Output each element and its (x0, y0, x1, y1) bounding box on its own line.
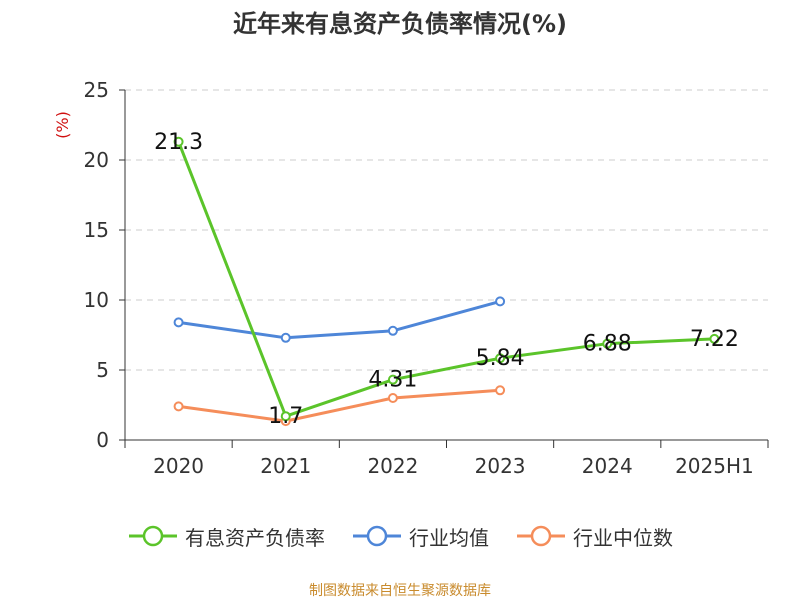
axes: 0 5 10 15 20 25 (%) 2020 2021 2022 2023 2024 2025H1 (53, 78, 769, 478)
data-point-s2-0 (173, 401, 184, 412)
y-tick-label-3: 15 (84, 218, 109, 242)
x-tick-label-0: 2020 (153, 454, 204, 478)
x-tick-label-1: 2021 (260, 454, 311, 478)
y-tick-label-1: 5 (96, 358, 109, 382)
x-tick-label-2: 2022 (367, 454, 418, 478)
data-label-s0-5: 7.22 (690, 327, 739, 352)
data-point-s1-2 (387, 325, 398, 336)
data-label-s0-2: 4.31 (368, 368, 417, 393)
series-line-2 (178, 388, 501, 423)
x-tick-label-3: 2023 (475, 454, 526, 478)
legend: 有息资产负债率 行业均值 行业中位数 (0, 518, 800, 554)
data-point-s0-2 (387, 374, 398, 385)
legend-item-1[interactable]: 行业均值 (351, 522, 489, 551)
data-point-s2-3 (495, 385, 506, 396)
legend-label-0: 有息资产负债率 (185, 525, 325, 550)
source-note: 制图数据来自恒生聚源数据库 (309, 583, 491, 599)
legend-swatch-2 (517, 525, 565, 547)
y-tick-label-5: 25 (84, 78, 109, 102)
data-point-s2-2 (387, 393, 398, 403)
legend-swatch-1 (353, 525, 401, 547)
y-tick-label-0: 0 (96, 428, 109, 452)
data-point-s0-3 (495, 353, 506, 364)
data-point-s0-5 (709, 333, 720, 344)
y-tick-label-2: 10 (84, 288, 109, 312)
data-point-s0-1 (280, 411, 291, 422)
series-lines (173, 136, 720, 427)
data-label-s0-3: 5.84 (476, 346, 525, 371)
data-point-s0-4 (602, 338, 613, 349)
data-point-s1-0 (173, 317, 184, 328)
legend-swatch-0 (129, 525, 177, 547)
legend-label-2: 行业中位数 (573, 525, 673, 550)
chart-title: 近年来有息资产负债率情况(%) (233, 10, 567, 38)
series-line-1 (178, 299, 501, 340)
data-point-s0-0 (173, 136, 184, 147)
data-label-s0-1: 1.7 (268, 404, 303, 429)
data-label-s0-4: 6.88 (583, 332, 632, 357)
y-axis-label: (%) (53, 111, 72, 139)
x-tick-label-5: 2025H1 (675, 454, 754, 478)
data-point-s1-1 (280, 332, 291, 343)
series-line-0 (177, 141, 715, 418)
legend-item-2[interactable]: 行业中位数 (515, 522, 673, 551)
data-label-s0-0: 21.3 (154, 130, 203, 155)
data-point-s1-3 (495, 296, 506, 307)
legend-label-1: 行业均值 (409, 525, 489, 550)
y-tick-label-4: 20 (84, 148, 109, 172)
legend-item-0[interactable]: 有息资产负债率 (127, 522, 325, 551)
data-labels: 21.3 1.7 4.31 5.84 6.88 7.22 (154, 130, 739, 429)
x-tick-label-4: 2024 (582, 454, 633, 478)
